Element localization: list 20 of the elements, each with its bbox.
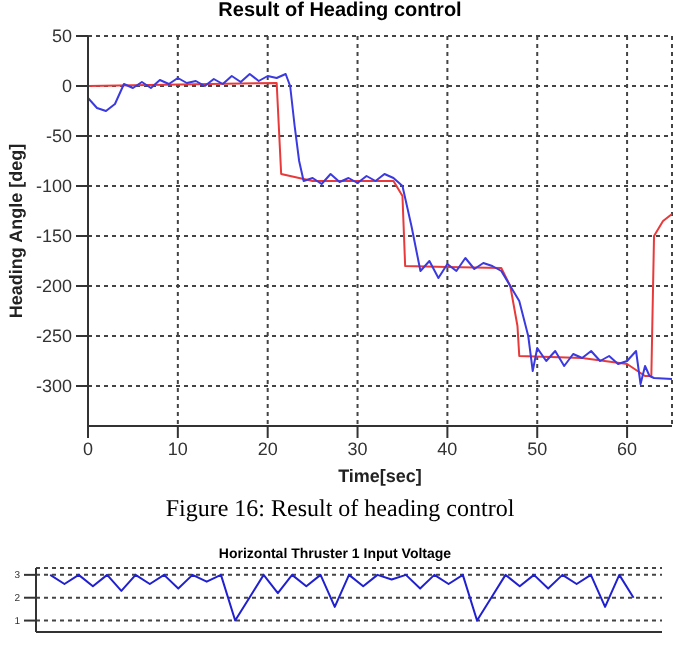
y-tick-label: -250: [35, 326, 72, 347]
x-tick-label: 30: [347, 438, 368, 459]
x-tick-label: 40: [437, 438, 458, 459]
y-tick-label: 0: [61, 76, 72, 97]
y-tick-label: 50: [51, 26, 72, 47]
x-tick-label: 10: [167, 438, 188, 459]
y-tick-label: -150: [35, 226, 72, 247]
x-tick-label: 20: [257, 438, 278, 459]
x-tick-label: 60: [617, 438, 638, 459]
y-tick-label: -100: [35, 176, 72, 197]
caption: Figure 16: Result of heading control: [163, 494, 517, 524]
y-tick-label: -200: [35, 276, 72, 297]
line-series: [49, 573, 635, 621]
y-axis-title: Heading Angle [deg]: [6, 143, 27, 319]
x-tick-label: 0: [82, 438, 94, 459]
y-tick-label: -50: [45, 126, 72, 147]
x-tick-label: 50: [527, 438, 548, 459]
x-axis-title: Time[sec]: [338, 466, 422, 486]
y-tick-label: -300: [35, 376, 72, 397]
chart-title: Result of Heading control: [216, 0, 464, 22]
